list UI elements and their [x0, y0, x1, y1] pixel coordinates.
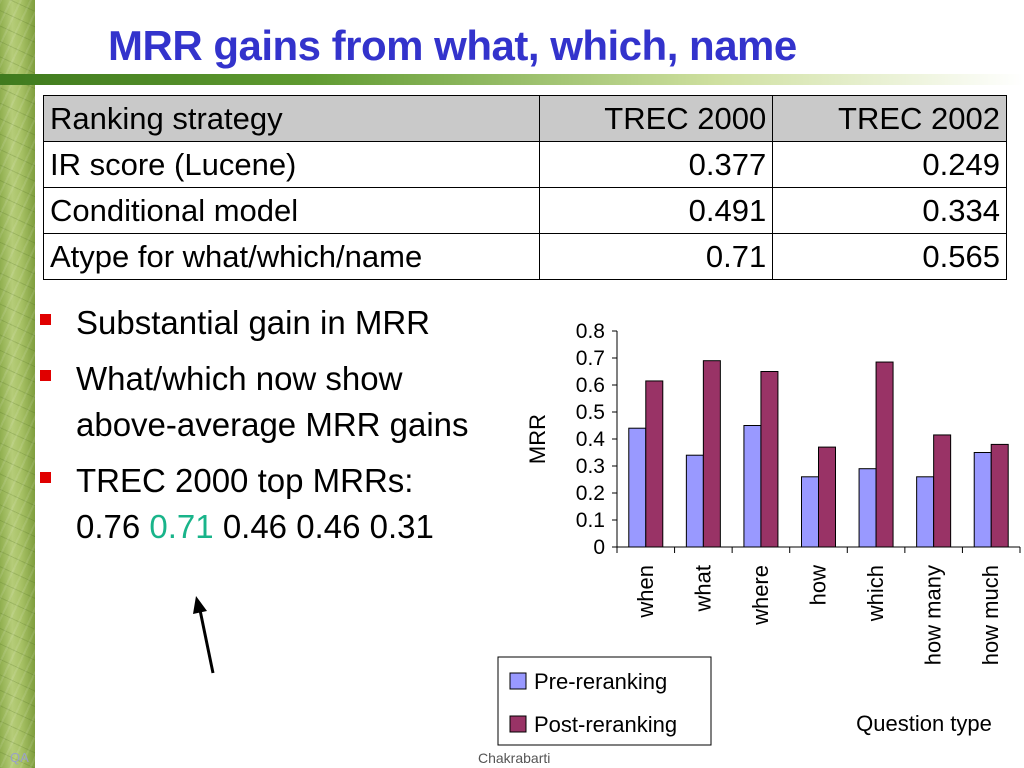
bullet-item: What/which now show above-average MRR ga… [40, 356, 510, 448]
table-row: IR score (Lucene) 0.377 0.249 [43, 141, 1007, 188]
y-tick-label: 0.3 [576, 455, 605, 478]
footer-left-label: QA [10, 750, 29, 765]
table-row: Atype for what/which/name 0.71 0.565 [43, 233, 1007, 280]
bar-pre-when [628, 427, 647, 548]
table-header-trec2000: TREC 2000 [538, 95, 774, 142]
legend-swatch-pre [509, 672, 527, 690]
bullet-list: Substantial gain in MRR What/which now s… [40, 300, 510, 560]
x-tick-label: how [806, 565, 831, 605]
title-underline [0, 74, 1024, 85]
top-mrr-values-rest: 0.46 0.46 0.31 [222, 508, 434, 545]
bar-post-what [702, 360, 721, 548]
x-tick-label: how much [978, 565, 1003, 665]
y-axis-label: MRR [525, 414, 550, 464]
y-tick-label: 0.1 [576, 509, 605, 532]
x-tick-label: what [690, 565, 715, 612]
table-cell: 0.377 [538, 141, 774, 188]
y-tick-label: 0.5 [576, 401, 605, 424]
pointer-arrow-line [198, 609, 215, 674]
y-tick-label: 0.4 [576, 428, 606, 451]
table-cell: 0.249 [772, 141, 1007, 188]
table-cell: 0.71 [538, 233, 774, 280]
x-tick-label: where [748, 565, 773, 626]
bullet-text: Substantial gain in MRR [76, 304, 431, 341]
chart-legend: Pre-reranking Post-reranking [497, 656, 712, 746]
legend-label-post: Post-reranking [534, 712, 677, 737]
bar-post-when [645, 380, 664, 548]
legend-label-pre: Pre-reranking [534, 669, 667, 694]
y-tick-label: 0.6 [576, 374, 605, 397]
bar-post-how [818, 446, 836, 548]
slide-title: MRR gains from what, which, name [108, 22, 797, 69]
table-cell: 0.565 [772, 233, 1007, 280]
bullet-square-icon [40, 472, 51, 483]
table-header-trec2002: TREC 2002 [772, 95, 1007, 142]
table-cell: Atype for what/which/name [43, 233, 540, 280]
bar-pre-how-many [916, 476, 935, 548]
decorative-leaf-strip [0, 0, 35, 768]
y-tick-label: 0.2 [576, 482, 605, 505]
footer-author: Chakrabarti [478, 750, 551, 766]
bar-pre-how-much [973, 452, 992, 548]
bar-post-where [760, 371, 779, 548]
bullet-text: What/which now show above-average MRR ga… [76, 360, 469, 443]
table-cell: 0.491 [538, 187, 774, 234]
bar-pre-what [685, 454, 704, 548]
pointer-arrow-head-icon [193, 596, 207, 614]
bullet-square-icon [40, 370, 51, 381]
bullet-text: TREC 2000 top MRRs: [76, 462, 414, 499]
bar-post-how-many [933, 434, 952, 548]
x-tick-label: how many [921, 565, 946, 665]
y-tick-label: 0.8 [576, 320, 605, 343]
legend-box [497, 656, 712, 746]
bullet-item: TREC 2000 top MRRs: 0.76 0.71 0.46 0.46 … [40, 458, 510, 550]
table-cell: IR score (Lucene) [43, 141, 540, 188]
top-mrr-value: 0.76 [76, 508, 141, 545]
legend-swatch-post [509, 715, 527, 733]
bar-pre-which [858, 468, 877, 548]
bar-pre-where [743, 425, 762, 548]
y-tick-label: 0.7 [576, 347, 605, 370]
table-header-row: Ranking strategy TREC 2000 TREC 2002 [43, 95, 1007, 142]
bar-post-which [875, 361, 894, 548]
table-cell: 0.334 [772, 187, 1007, 234]
bullet-item: Substantial gain in MRR [40, 300, 510, 346]
x-axis-label: Question type [856, 711, 992, 736]
x-tick-label: when [633, 565, 658, 619]
highlighted-mrr-value: 0.71 [149, 508, 214, 545]
bullet-square-icon [40, 314, 51, 325]
ranking-table: Ranking strategy TREC 2000 TREC 2002 IR … [43, 95, 1007, 280]
bar-post-how-much [990, 443, 1009, 548]
y-tick-label: 0 [593, 536, 605, 559]
bar-pre-how [801, 476, 819, 548]
x-tick-label: which [863, 565, 888, 622]
